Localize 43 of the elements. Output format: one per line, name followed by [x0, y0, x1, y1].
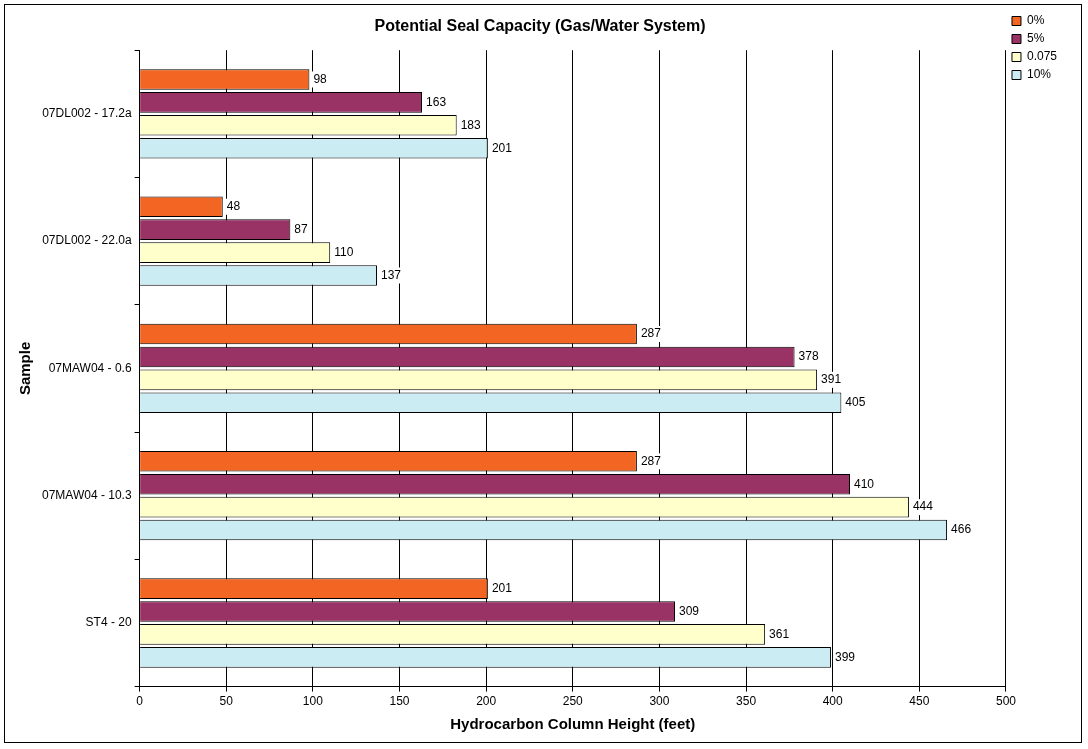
y-tick-label: ST4 - 20 [85, 615, 132, 630]
y-axis-title: Sample [16, 341, 34, 396]
y-tick-label: 07DL002 - 17.2a [42, 106, 132, 121]
x-tick-label: 300 [649, 694, 670, 709]
data-label: 98 [313, 71, 328, 86]
x-tick-label: 100 [302, 694, 324, 709]
x-tick-label: 450 [909, 694, 930, 709]
data-label: 466 [951, 522, 972, 537]
data-label: 391 [821, 372, 842, 387]
data-label: 287 [640, 453, 662, 468]
data-label: 361 [769, 626, 790, 641]
y-tick-label: 07MAW04 - 10.3 [41, 487, 132, 502]
data-label: 287 [640, 326, 662, 341]
data-label: 183 [460, 117, 482, 132]
x-tick-label: 400 [822, 694, 844, 709]
data-label: 378 [798, 349, 819, 364]
data-label: 201 [491, 140, 513, 155]
data-label: 87 [294, 221, 309, 236]
data-label: 201 [491, 580, 513, 595]
x-tick-label: 50 [219, 694, 234, 709]
legend-label: 10% [1026, 67, 1052, 82]
data-label: 137 [380, 267, 402, 282]
y-tick-label: 07DL002 - 22.0a [42, 233, 132, 248]
x-tick-label: 150 [389, 694, 410, 709]
x-axis-title: Hydrocarbon Column Height (feet) [450, 715, 696, 733]
data-label: 405 [845, 395, 866, 410]
data-label: 110 [334, 244, 354, 259]
y-tick-label: 07MAW04 - 0.6 [48, 360, 132, 375]
x-tick-label: 250 [562, 694, 584, 709]
data-label: 48 [226, 199, 241, 214]
x-tick-label: 500 [995, 694, 1017, 709]
data-label: 399 [834, 649, 856, 664]
data-label: 410 [854, 476, 875, 491]
x-tick-label: 0 [136, 694, 144, 709]
data-label: 444 [912, 499, 934, 514]
legend-label: 0% [1026, 13, 1045, 28]
x-tick-label: 350 [736, 694, 757, 709]
data-label: 309 [679, 603, 700, 618]
legend-label: 0.075 [1026, 49, 1058, 64]
chart-title: Potential Seal Capacity (Gas/Water System) [374, 17, 706, 35]
x-tick-label: 200 [476, 694, 497, 709]
data-label: 163 [426, 94, 447, 109]
legend-label: 5% [1026, 31, 1045, 46]
